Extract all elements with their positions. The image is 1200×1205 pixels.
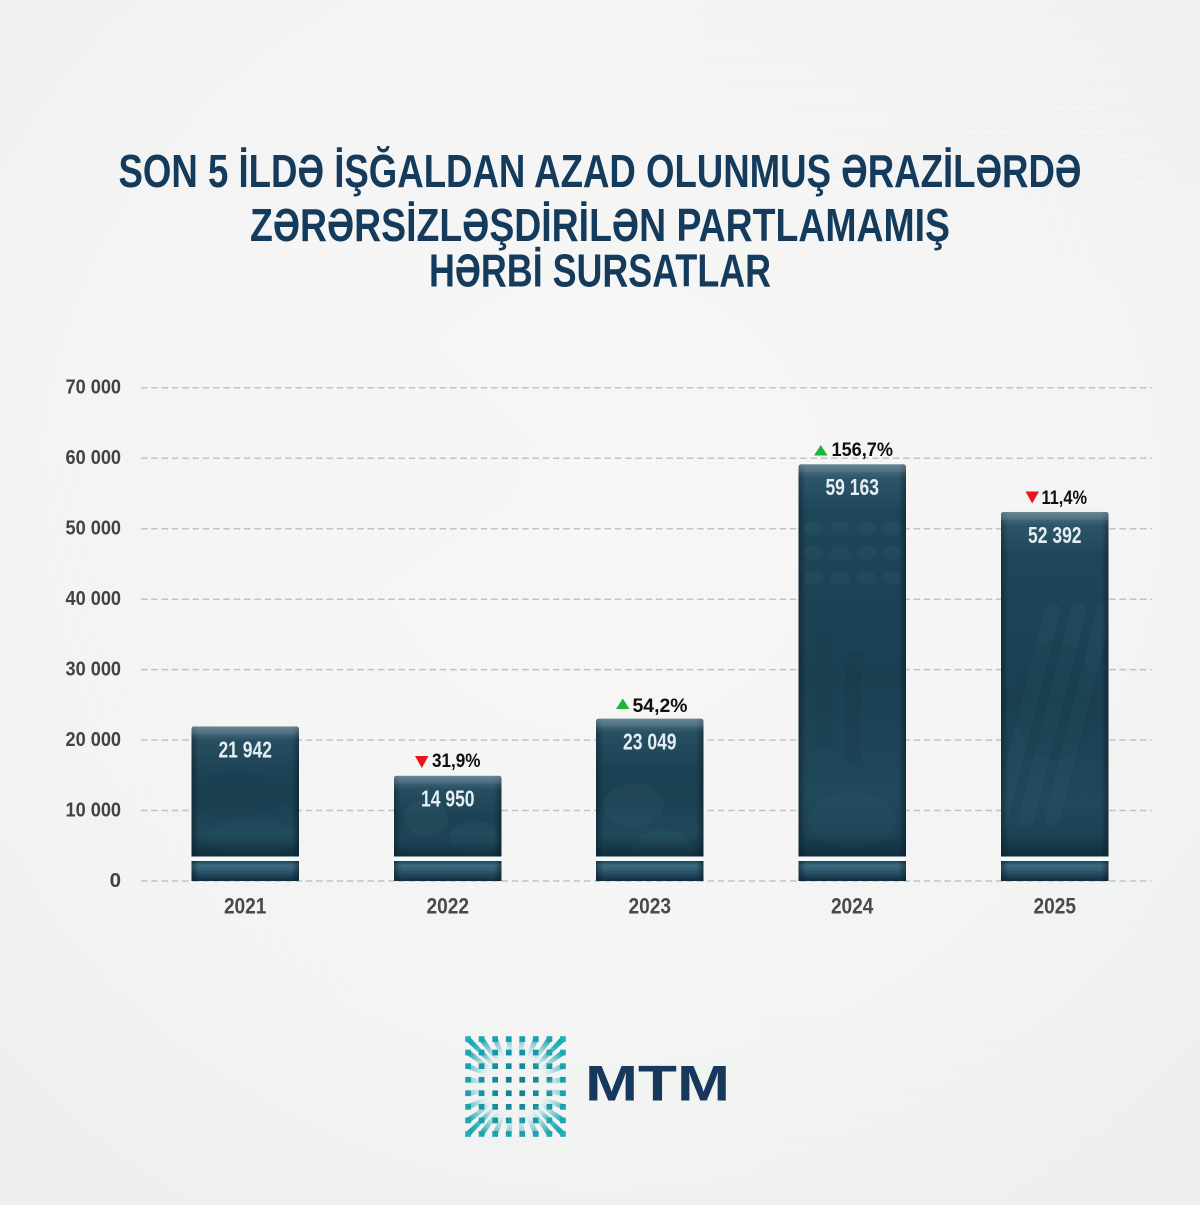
svg-text:31,9%: 31,9% [432,751,481,772]
svg-text:ZƏRƏRSİZLƏŞDİRİLƏN PARTLAMAMIŞ: ZƏRƏRSİZLƏŞDİRİLƏN PARTLAMAMIŞ [250,199,950,251]
svg-text:HƏRBİ SURSATLAR: HƏRBİ SURSATLAR [429,245,771,297]
svg-text:SON 5 İLDƏ İŞĞALDAN AZAD OLUNM: SON 5 İLDƏ İŞĞALDAN AZAD OLUNMUŞ ƏRAZİLƏ… [119,145,1082,197]
svg-text:2022: 2022 [427,894,470,919]
svg-text:156,7%: 156,7% [832,440,894,461]
svg-text:30 000: 30 000 [66,657,122,680]
svg-text:21 942: 21 942 [218,736,272,762]
svg-text:23 049: 23 049 [623,729,677,755]
svg-text:52 392: 52 392 [1028,522,1082,548]
svg-text:20 000: 20 000 [66,728,122,751]
svg-text:2023: 2023 [629,894,672,919]
svg-text:2021: 2021 [224,894,267,919]
svg-text:54,2%: 54,2% [633,696,688,717]
svg-text:50 000: 50 000 [66,517,122,540]
svg-text:60 000: 60 000 [66,446,122,469]
svg-text:14 950: 14 950 [421,786,475,812]
svg-text:40 000: 40 000 [66,587,122,610]
svg-text:0: 0 [110,869,121,892]
svg-text:2025: 2025 [1034,894,1077,919]
svg-text:MTM: MTM [585,1056,730,1112]
svg-text:10 000: 10 000 [66,798,122,821]
svg-text:59 163: 59 163 [825,474,879,500]
svg-text:11,4%: 11,4% [1042,488,1088,509]
svg-text:2024: 2024 [831,894,874,919]
svg-text:70 000: 70 000 [66,376,122,399]
